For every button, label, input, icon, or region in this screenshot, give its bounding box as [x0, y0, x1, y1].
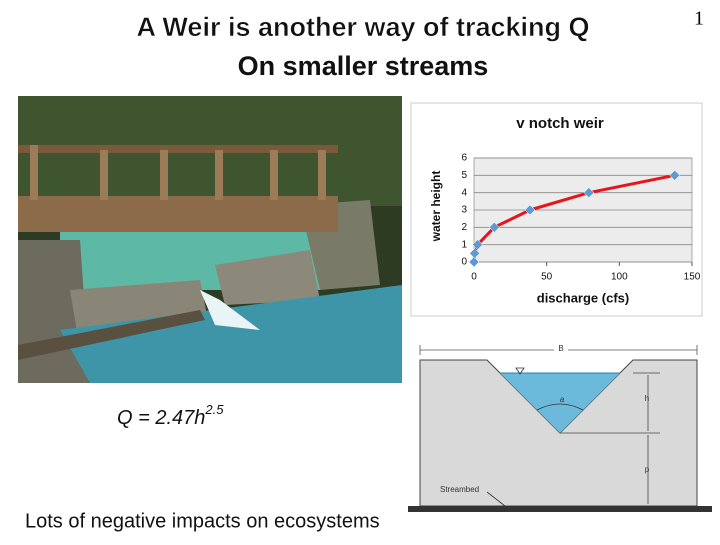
formula-base: Q = 2.47h: [117, 407, 205, 429]
photo: [18, 96, 402, 383]
chart: v notch weir discharge (cfs) water height 0…: [429, 115, 701, 305]
crest-label: p: [645, 465, 650, 474]
title-line: A Weir is another way of tracking Q: [136, 12, 589, 42]
footer-text: Lots of negative impacts on ecosystems: [25, 510, 380, 532]
data-marker: [468, 256, 480, 268]
x-tick-label: 150: [684, 272, 701, 283]
formula-exponent: 2.5: [204, 402, 224, 417]
angle-label: a: [560, 395, 565, 404]
y-axis-label: water height: [429, 171, 443, 243]
y-tick-label: 2: [461, 222, 467, 233]
formula: Q = 2.47h2.5: [117, 402, 224, 429]
data-marker: [488, 221, 500, 233]
x-tick-label: 50: [541, 272, 553, 283]
title-line: On smaller streams: [238, 51, 489, 81]
x-tick-label: 0: [471, 272, 477, 283]
y-tick-label: 1: [461, 239, 467, 250]
width-label: B: [558, 344, 563, 353]
y-tick-label: 3: [461, 205, 467, 216]
data-marker: [583, 187, 595, 199]
data-marker: [669, 169, 681, 181]
data-marker: [469, 247, 480, 259]
chart-title: v notch weir: [516, 115, 604, 132]
weir-diagram: B a h p Streambed: [408, 343, 712, 512]
data-marker: [524, 204, 536, 216]
y-tick-label: 4: [461, 187, 467, 198]
bed-label: Streambed: [440, 485, 479, 494]
head-label: h: [645, 394, 649, 403]
y-tick-label: 0: [461, 257, 467, 268]
x-tick-label: 100: [611, 272, 628, 283]
page-number: 1: [694, 8, 704, 30]
data-marker: [472, 239, 483, 251]
y-tick-label: 6: [461, 153, 467, 164]
y-tick-label: 5: [461, 170, 467, 181]
x-axis-label: discharge (cfs): [537, 290, 629, 305]
